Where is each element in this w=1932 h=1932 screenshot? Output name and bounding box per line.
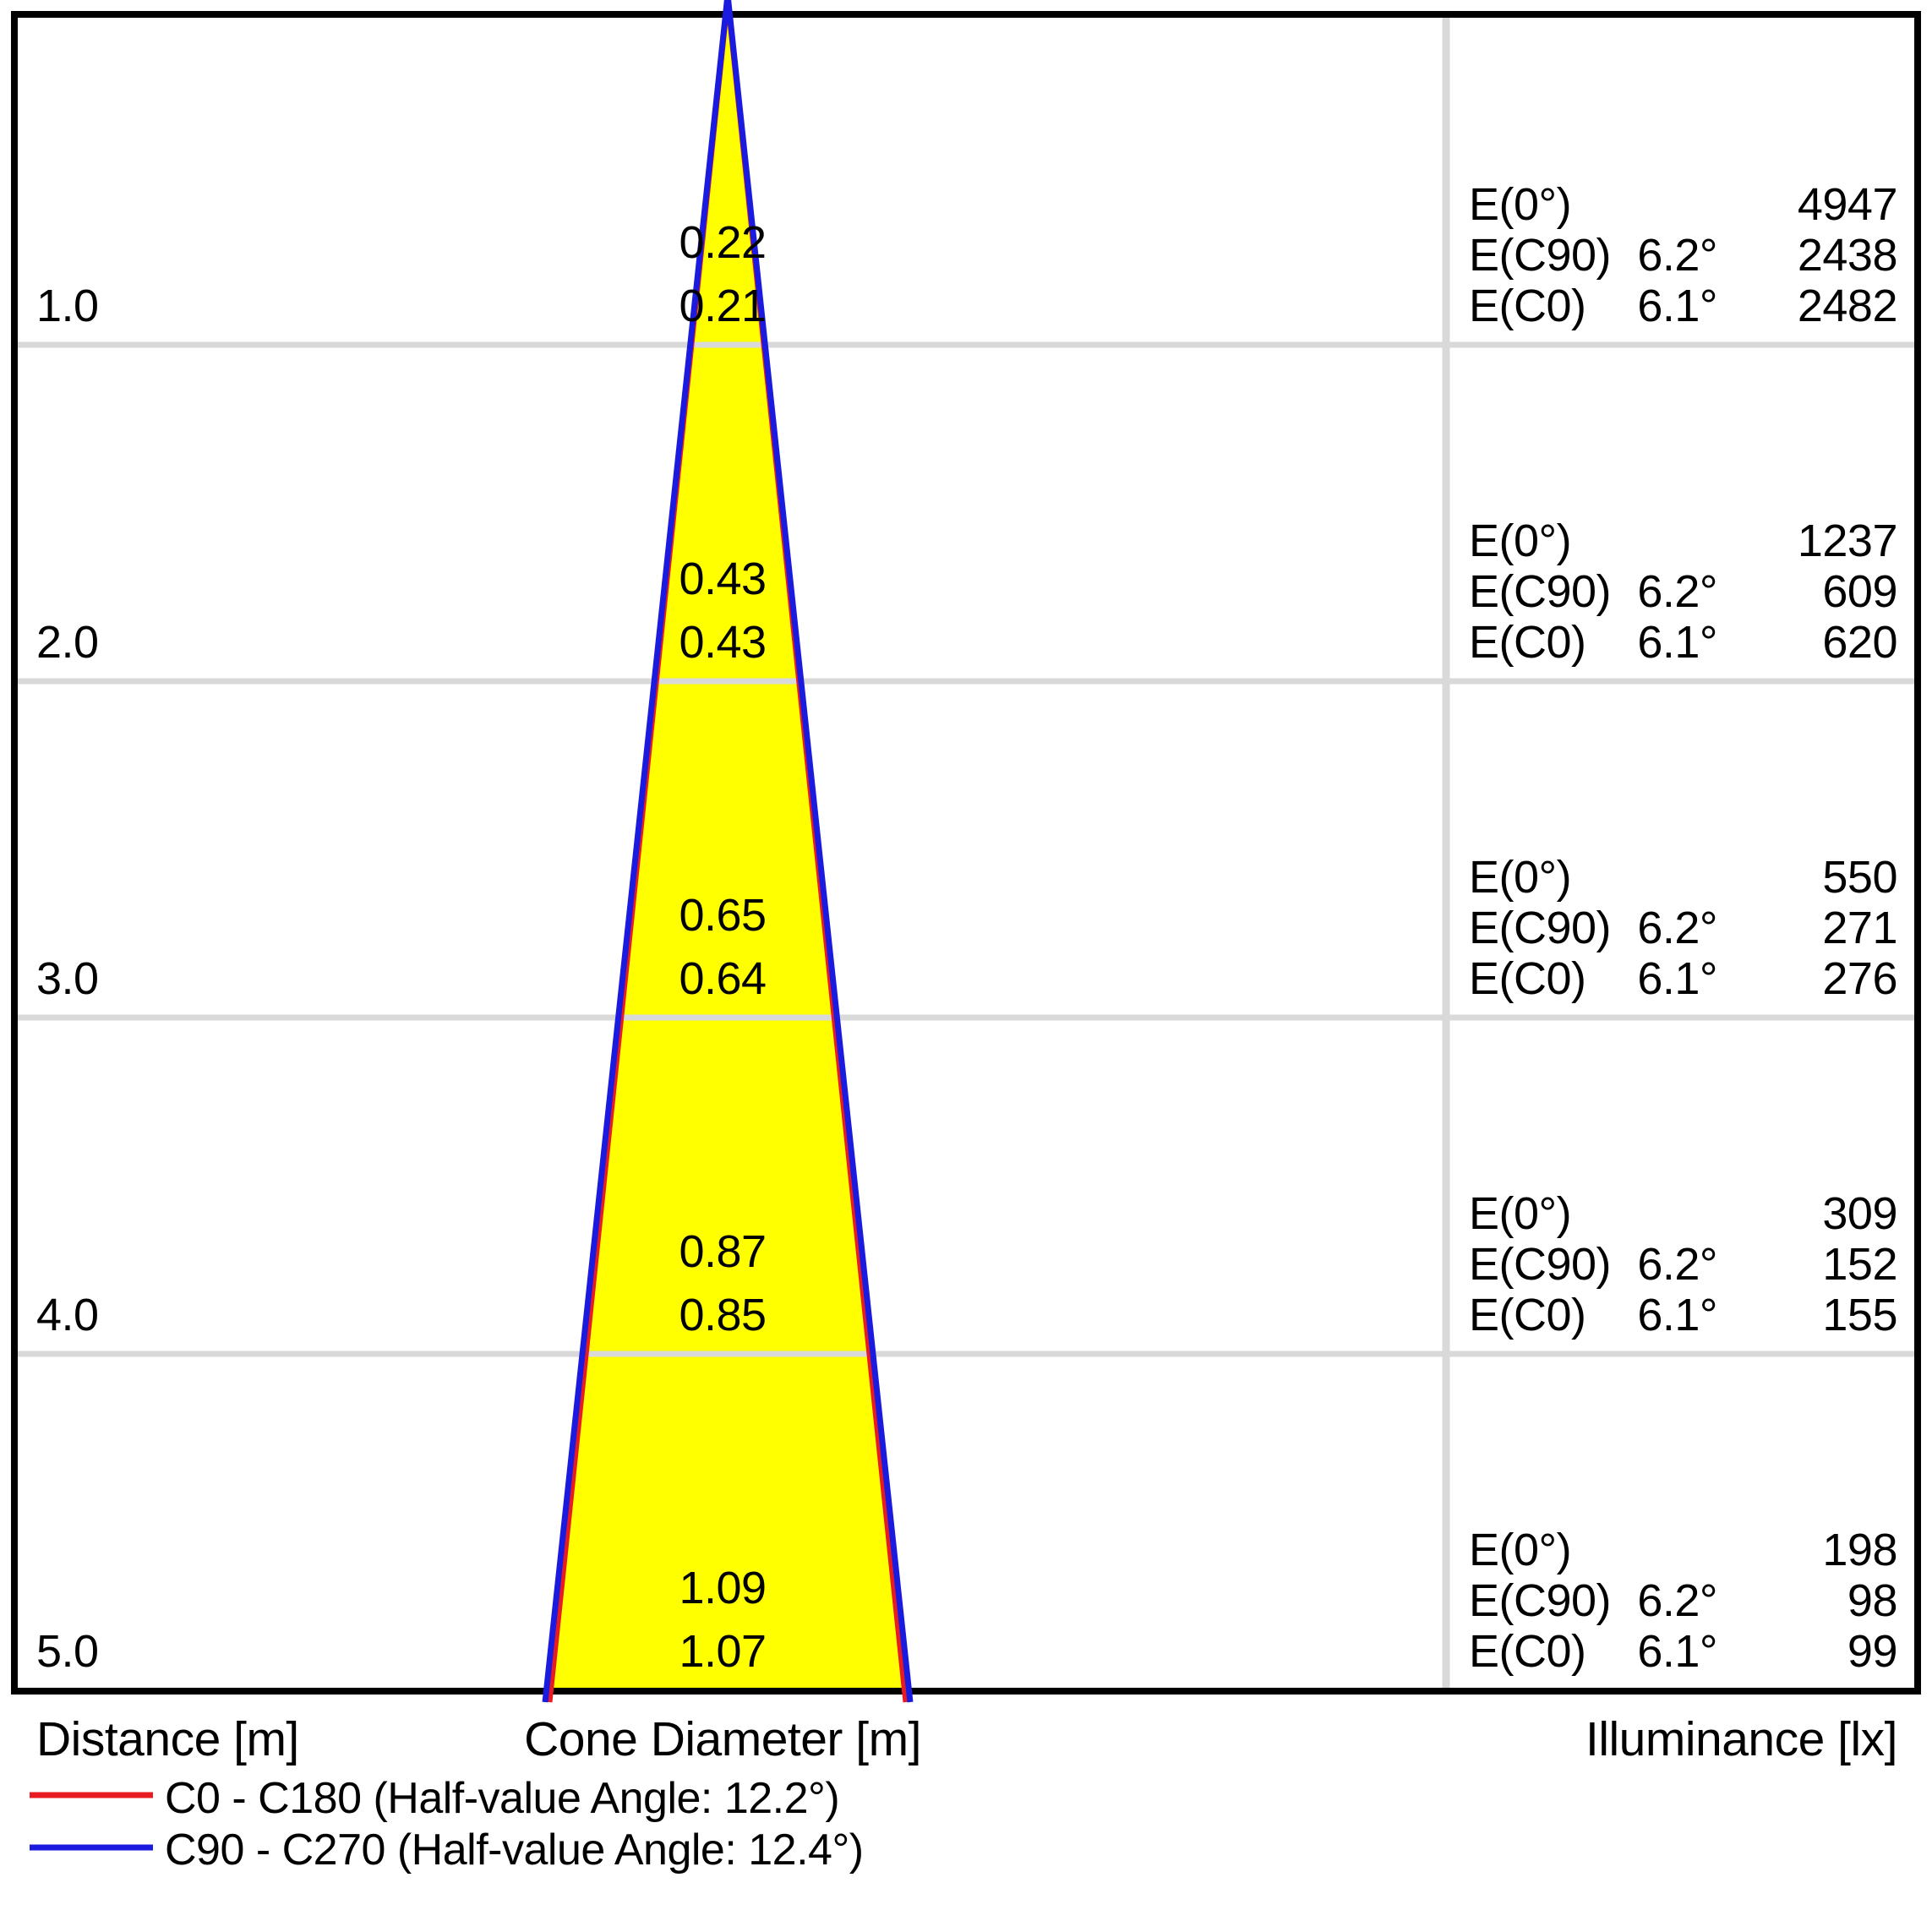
e0-label: E(0°) [1469, 516, 1572, 566]
ec0-value: 620 [1822, 617, 1897, 668]
ec90-label: E(C90) [1469, 1575, 1612, 1626]
ec0-label: E(C0) [1469, 617, 1586, 668]
ec90-angle: 6.2° [1637, 903, 1717, 953]
ec0-angle: 6.1° [1637, 1290, 1717, 1340]
distance-label: 4.0 [36, 1290, 99, 1340]
cone-diameter-c0: 1.07 [679, 1626, 767, 1677]
beam-outline-c90-c270 [542, 0, 914, 1703]
e0-value: 4947 [1797, 179, 1898, 230]
e0-value: 309 [1822, 1188, 1897, 1239]
distance-label: 3.0 [36, 953, 99, 1004]
cone-diameter-c90: 0.87 [679, 1226, 767, 1277]
ec0-value: 155 [1822, 1290, 1897, 1340]
cone-diameter-c90: 0.22 [679, 217, 767, 268]
illuminance-axis-label: Illuminance [lx] [1585, 1712, 1898, 1766]
e0-label: E(0°) [1469, 1188, 1572, 1239]
legend-label-c90-c270: C90 - C270 (Half-value Angle: 12.4°) [165, 1826, 864, 1875]
e0-value: 198 [1822, 1525, 1897, 1575]
ec90-angle: 6.2° [1637, 230, 1717, 281]
ec0-label: E(C0) [1469, 1290, 1586, 1340]
cone-diameter-c0: 0.43 [679, 617, 767, 668]
ec90-label: E(C90) [1469, 566, 1612, 617]
ec0-label: E(C0) [1469, 1626, 1586, 1677]
cone-fill [548, 0, 908, 1693]
e0-value: 1237 [1797, 516, 1898, 566]
ec90-label: E(C90) [1469, 230, 1612, 281]
ec90-value: 98 [1847, 1575, 1898, 1626]
cone-diameter-c90: 1.09 [679, 1563, 767, 1613]
cone-diameter-c0: 0.85 [679, 1290, 767, 1340]
ec90-value: 2438 [1797, 230, 1898, 281]
ec0-angle: 6.1° [1637, 1626, 1717, 1677]
ec90-angle: 6.2° [1637, 566, 1717, 617]
ec0-label: E(C0) [1469, 281, 1586, 331]
e0-label: E(0°) [1469, 179, 1572, 230]
table-border [11, 11, 1921, 1695]
distance-axis-label: Distance [m] [36, 1712, 299, 1766]
ec90-angle: 6.2° [1637, 1239, 1717, 1290]
ec90-value: 609 [1822, 566, 1897, 617]
legend-swatch-c90-c270 [30, 1844, 153, 1851]
cone-diameter-axis-label: Cone Diameter [m] [524, 1712, 921, 1766]
cone-diameter-c0: 0.64 [679, 953, 767, 1004]
e0-value: 550 [1822, 852, 1897, 903]
e0-label: E(0°) [1469, 1525, 1572, 1575]
legend-label-c0-c180: C0 - C180 (Half-value Angle: 12.2°) [165, 1774, 840, 1823]
ec0-angle: 6.1° [1637, 281, 1717, 331]
ec90-value: 271 [1822, 903, 1897, 953]
ec0-angle: 6.1° [1637, 617, 1717, 668]
cone-diameter-c90: 0.65 [679, 890, 767, 941]
ec90-label: E(C90) [1469, 903, 1612, 953]
ec0-angle: 6.1° [1637, 953, 1717, 1004]
ec0-value: 99 [1847, 1626, 1898, 1677]
ec0-value: 2482 [1797, 281, 1898, 331]
ec0-label: E(C0) [1469, 953, 1586, 1004]
cone-diameter-c0: 0.21 [679, 281, 767, 331]
e0-label: E(0°) [1469, 852, 1572, 903]
cone-diameter-c90: 0.43 [679, 554, 767, 604]
ec90-angle: 6.2° [1637, 1575, 1717, 1626]
distance-label: 1.0 [36, 281, 99, 331]
legend-swatch-c0-c180 [30, 1792, 153, 1798]
ec90-value: 152 [1822, 1239, 1897, 1290]
distance-label: 5.0 [36, 1626, 99, 1677]
ec90-label: E(C90) [1469, 1239, 1612, 1290]
ec0-value: 276 [1822, 953, 1897, 1004]
distance-label: 2.0 [36, 617, 99, 668]
